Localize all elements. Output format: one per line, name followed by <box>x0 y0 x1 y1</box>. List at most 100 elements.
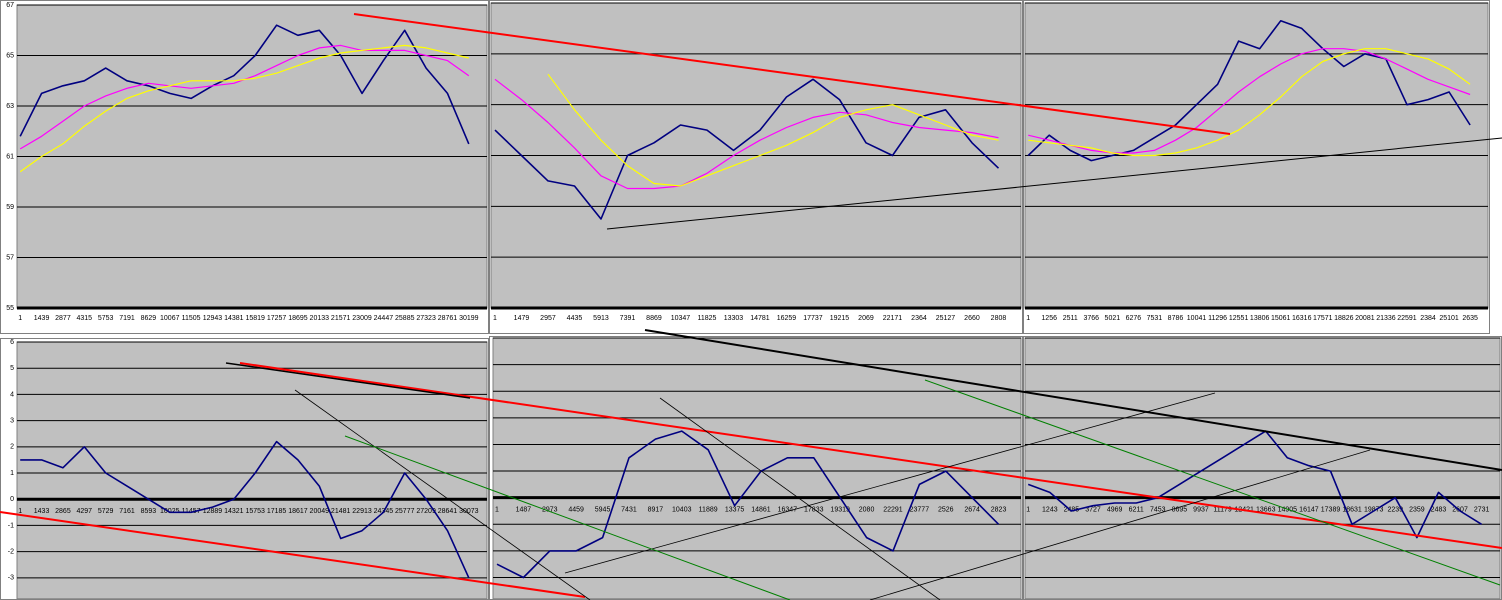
x-tick-label: 5021 <box>1105 315 1121 322</box>
x-tick-label: 7531 <box>1147 315 1163 322</box>
x-tick-label: 19873 <box>1364 507 1384 514</box>
x-tick-label: 1487 <box>516 507 532 514</box>
x-tick-label: 30073 <box>459 508 479 515</box>
x-tick-label: 17571 <box>1313 315 1333 322</box>
y-tick-label: 5 <box>10 365 14 372</box>
x-tick-label: 7191 <box>119 315 135 322</box>
x-tick-label: 8695 <box>1172 507 1188 514</box>
data-line <box>1028 48 1471 154</box>
trend-line <box>659 397 941 600</box>
y-tick-label: -1 <box>8 522 14 529</box>
x-tick-label: 13806 <box>1250 315 1270 322</box>
x-tick-label: 2359 <box>1409 507 1425 514</box>
x-tick-label: 1 <box>495 507 499 514</box>
x-tick-label: 2239 <box>1387 507 1403 514</box>
x-tick-label: 2865 <box>55 508 71 515</box>
x-tick-label: 15819 <box>245 315 265 322</box>
y-tick-label: 67 <box>6 2 14 9</box>
x-tick-label: 10403 <box>672 507 692 514</box>
x-tick-label: 21481 <box>331 508 351 515</box>
data-line <box>547 73 999 187</box>
x-tick-label: 25127 <box>936 315 956 322</box>
y-tick-label: -2 <box>8 548 14 555</box>
y-tick-label: -3 <box>8 575 14 582</box>
data-line <box>19 24 470 145</box>
x-tick-label: 1256 <box>1041 315 1057 322</box>
y-tick-label: 4 <box>10 391 14 398</box>
x-tick-label: 6211 <box>1129 507 1144 514</box>
x-tick-label: 27209 <box>416 508 436 515</box>
y-tick-label: 59 <box>6 204 14 211</box>
y-tick-label: 3 <box>10 417 14 424</box>
plot-area <box>16 341 488 600</box>
trend-line <box>225 362 471 399</box>
x-tick-label: 2808 <box>991 315 1007 322</box>
x-tick-label: 23777 <box>910 507 930 514</box>
y-tick-label: 2 <box>10 444 14 451</box>
x-tick-label: 24447 <box>374 315 394 322</box>
x-tick-label: 2526 <box>938 507 954 514</box>
y-tick-label: 61 <box>6 153 14 160</box>
x-tick-label: 16147 <box>1299 507 1319 514</box>
x-tick-label: 18631 <box>1342 507 1362 514</box>
y-tick-label: 0 <box>10 496 14 503</box>
x-tick-label: 17737 <box>803 315 823 322</box>
x-tick-label: 13663 <box>1256 507 1276 514</box>
x-tick-label: 2483 <box>1431 507 1447 514</box>
data-line <box>494 78 999 190</box>
x-tick-label: 2877 <box>55 315 71 322</box>
data-line <box>494 78 1000 220</box>
x-tick-label: 4435 <box>567 315 583 322</box>
x-tick-label: 4969 <box>1107 507 1123 514</box>
x-tick-label: 16259 <box>777 315 797 322</box>
x-tick-label: 2957 <box>540 315 556 322</box>
x-tick-label: 2511 <box>1063 315 1078 322</box>
x-tick-label: 7431 <box>621 507 637 514</box>
x-tick-label: 14861 <box>751 507 771 514</box>
x-tick-label: 1 <box>1026 315 1030 322</box>
x-tick-label: 7391 <box>620 315 636 322</box>
x-tick-label: 10041 <box>1187 315 1207 322</box>
x-tick-label: 12943 <box>203 315 223 322</box>
x-tick-label: 16316 <box>1292 315 1312 322</box>
x-tick-label: 6276 <box>1126 315 1142 322</box>
x-tick-label: 14381 <box>224 315 244 322</box>
x-tick-label: 19215 <box>830 315 850 322</box>
trend-line <box>0 511 586 598</box>
x-tick-label: 30199 <box>459 315 479 322</box>
data-line <box>1028 48 1471 157</box>
trend-lines <box>0 13 1502 600</box>
x-tick-label: 1 <box>18 508 22 515</box>
x-tick-label: 8629 <box>141 315 157 322</box>
x-tick-label: 8786 <box>1168 315 1184 322</box>
x-tick-label: 18617 <box>288 508 308 515</box>
x-tick-label: 2635 <box>1462 315 1478 322</box>
trend-line <box>644 329 1502 471</box>
x-tick-label: 1439 <box>34 315 50 322</box>
x-tick-label: 13303 <box>724 315 744 322</box>
x-tick-label: 18826 <box>1334 315 1354 322</box>
trend-line <box>239 362 1502 549</box>
x-tick-label: 20081 <box>1355 315 1375 322</box>
x-tick-label: 22591 <box>1397 315 1417 322</box>
x-tick-label: 1243 <box>1042 507 1058 514</box>
trend-line <box>294 389 591 600</box>
x-tick-label: 14781 <box>750 315 770 322</box>
x-tick-label: 22291 <box>883 507 903 514</box>
y-tick-label: 55 <box>6 305 14 312</box>
x-tick-label: 5913 <box>593 315 609 322</box>
x-tick-label: 1479 <box>514 315 530 322</box>
x-tick-label: 8593 <box>141 508 157 515</box>
x-tick-label: 2069 <box>858 315 874 322</box>
x-tick-label: 16347 <box>778 507 798 514</box>
x-tick-label: 14321 <box>224 508 244 515</box>
trend-line <box>564 392 1216 574</box>
x-tick-label: 2080 <box>859 507 875 514</box>
x-tick-label: 8917 <box>648 507 664 514</box>
x-tick-label: 17833 <box>804 507 824 514</box>
x-tick-label: 12551 <box>1229 315 1249 322</box>
x-tick-label: 22913 <box>352 508 372 515</box>
x-tick-label: 11825 <box>697 315 716 322</box>
x-tick-label: 15061 <box>1271 315 1291 322</box>
